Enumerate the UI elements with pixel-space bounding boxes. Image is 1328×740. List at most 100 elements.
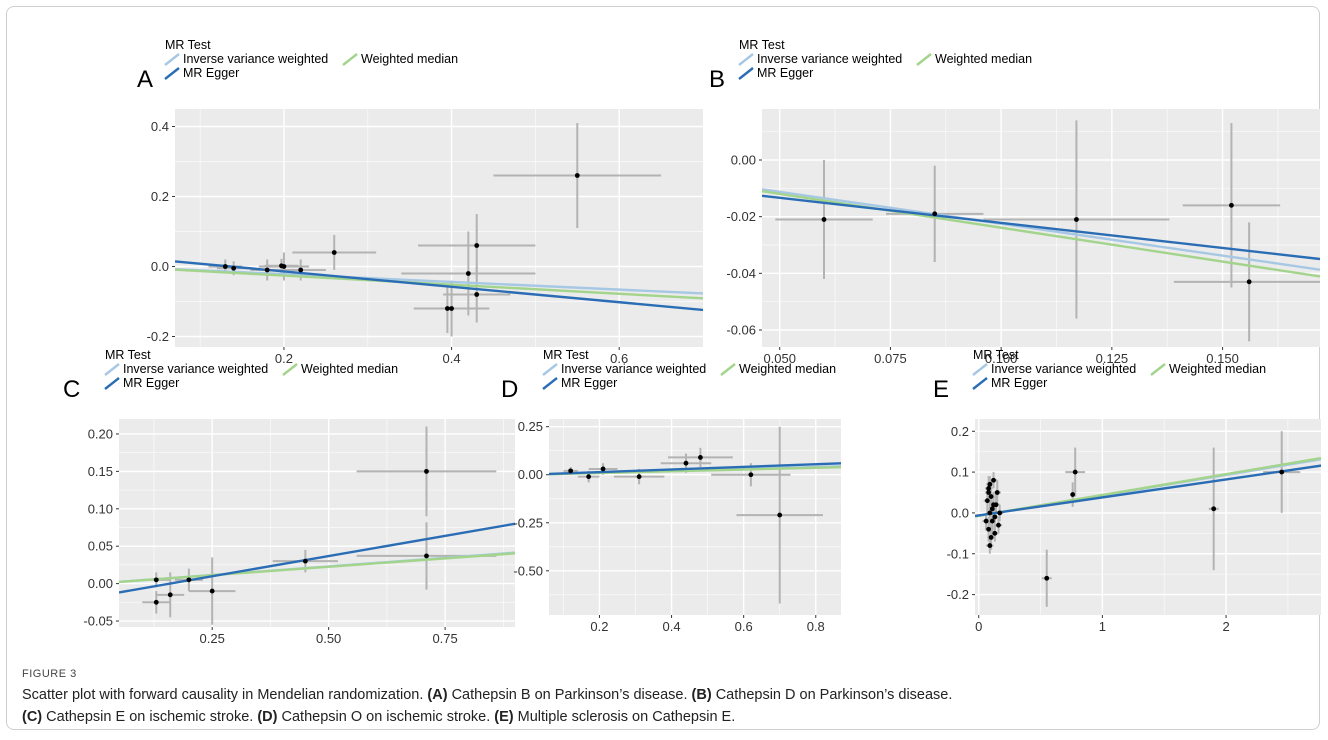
data-point-e-4	[1044, 575, 1050, 581]
tick-label-x-d-3: 0.8	[807, 619, 825, 634]
plot-body-e	[975, 431, 1321, 607]
legend-label-c-2: Weighted median	[301, 362, 398, 376]
data-point-a-2	[465, 271, 471, 276]
legend-title-d: MR Test	[543, 348, 589, 362]
legend-label-b-0: Inverse variance weighted	[757, 52, 902, 66]
tick-label-y-e-1: -0.1	[947, 546, 969, 561]
grid-minor-b	[762, 109, 1320, 347]
data-point-a-8	[298, 267, 304, 273]
data-point-e-0	[1279, 469, 1285, 475]
data-point-b-0	[821, 217, 827, 222]
data-point-c-3	[209, 588, 215, 594]
data-point-a-1	[474, 243, 480, 248]
data-point-a-10	[222, 264, 228, 269]
data-point-d-4	[636, 474, 642, 480]
grid-minor-e	[975, 419, 1321, 615]
legend-label-b-1: MR Egger	[757, 66, 813, 80]
regression-line-e-mr-egger	[975, 464, 1321, 518]
data-point-b-1	[932, 211, 938, 217]
caption-line-2: (C) Cathepsin E on ischemic stroke. (D) …	[22, 706, 1312, 728]
data-point-c-2	[302, 558, 308, 564]
data-point-e-9	[989, 518, 995, 524]
data-point-d-0	[777, 512, 783, 518]
data-point-e-23	[992, 530, 998, 536]
tick-label-x-c-2: 0.75	[432, 631, 457, 646]
caption-tag-c: (C)	[22, 709, 43, 725]
regression-line-a-weighted-median	[175, 268, 703, 300]
data-point-b-4	[1246, 279, 1252, 285]
data-point-e-8	[987, 510, 993, 516]
legend-key-e-2	[1150, 363, 1166, 376]
legend-key-c-1	[104, 377, 120, 390]
tick-label-y-d-2: 0.00	[518, 467, 543, 482]
legend-key-b-0	[738, 53, 754, 66]
data-point-d-3	[683, 460, 689, 466]
legend-label-e-2: Weighted median	[1169, 362, 1266, 376]
panel-letter-c: C	[63, 376, 80, 403]
legend-key-e-0	[972, 363, 988, 376]
data-point-e-17	[993, 502, 999, 508]
caption-tag-e: (E)	[494, 709, 514, 725]
tick-label-x-b-3: 0.125	[1096, 351, 1129, 366]
tick-label-x-a-0: 0.2	[275, 351, 293, 366]
data-point-e-19	[991, 477, 996, 483]
legend-label-a-1: MR Egger	[183, 66, 239, 80]
legend-label-e-0: Inverse variance weighted	[991, 362, 1136, 376]
data-point-e-10	[986, 526, 992, 532]
figure-label: FIGURE 3	[22, 668, 77, 680]
tick-label-x-d-2: 0.6	[735, 619, 753, 634]
data-point-c-0	[424, 468, 429, 474]
legend-label-c-0: Inverse variance weighted	[123, 362, 268, 376]
tick-label-x-b-2: 0.100	[985, 351, 1018, 366]
legend-label-a-0: Inverse variance weighted	[183, 52, 328, 66]
legend-key-c-0	[104, 363, 120, 376]
tick-label-x-e-1: 1	[1099, 619, 1106, 634]
tick-label-y-e-0: -0.2	[947, 587, 969, 602]
tick-label-y-c-0: -0.05	[83, 614, 113, 629]
tick-label-y-d-1: -0.25	[513, 515, 543, 530]
data-point-a-5	[444, 306, 450, 311]
tick-label-x-d-1: 0.4	[663, 619, 681, 634]
legend-key-c-2	[282, 363, 298, 376]
tick-label-y-c-5: 0.20	[88, 426, 113, 441]
tick-label-x-c-0: 0.25	[200, 631, 225, 646]
tick-label-x-b-4: 0.150	[1206, 351, 1239, 366]
tick-label-x-b-1: 0.075	[874, 351, 907, 366]
data-point-e-15	[987, 481, 993, 487]
legend-key-d-0	[542, 363, 558, 376]
regression-line-c-mr-egger	[119, 522, 515, 594]
data-point-e-6	[988, 494, 994, 499]
figure-frame: A MR Test Inverse variance weighted MR Egge…	[6, 6, 1321, 730]
data-point-e-21	[997, 510, 1003, 516]
data-point-c-6	[153, 577, 159, 583]
legend-key-b-2	[916, 53, 932, 66]
legend-key-b-1	[738, 67, 754, 80]
tick-label-y-b-3: 0.00	[731, 153, 756, 168]
data-point-a-0	[574, 173, 580, 178]
tick-label-y-c-4: 0.15	[88, 464, 113, 479]
tick-label-x-a-2: 0.6	[610, 351, 628, 366]
plot-area-d	[549, 419, 841, 615]
legend-key-d-2	[720, 363, 736, 376]
caption-line-1: Scatter plot with forward causality in M…	[22, 684, 1312, 706]
data-point-e-24	[986, 490, 992, 495]
legend-key-e-1	[972, 377, 988, 390]
plot-body-a	[175, 123, 703, 337]
plot-area-c	[119, 419, 515, 627]
caption-tag-a: (A)	[427, 687, 448, 703]
legend-label-b-2: Weighted median	[935, 52, 1032, 66]
plot-body-d	[549, 426, 841, 604]
tick-label-y-b-0: -0.06	[726, 323, 756, 338]
legend-key-d-1	[542, 377, 558, 390]
legend-title-e: MR Test	[973, 348, 1019, 362]
tick-label-y-e-3: 0.1	[951, 465, 969, 480]
data-point-e-5	[986, 486, 992, 491]
data-point-e-12	[984, 498, 990, 504]
panel-letter-a: A	[137, 66, 153, 93]
